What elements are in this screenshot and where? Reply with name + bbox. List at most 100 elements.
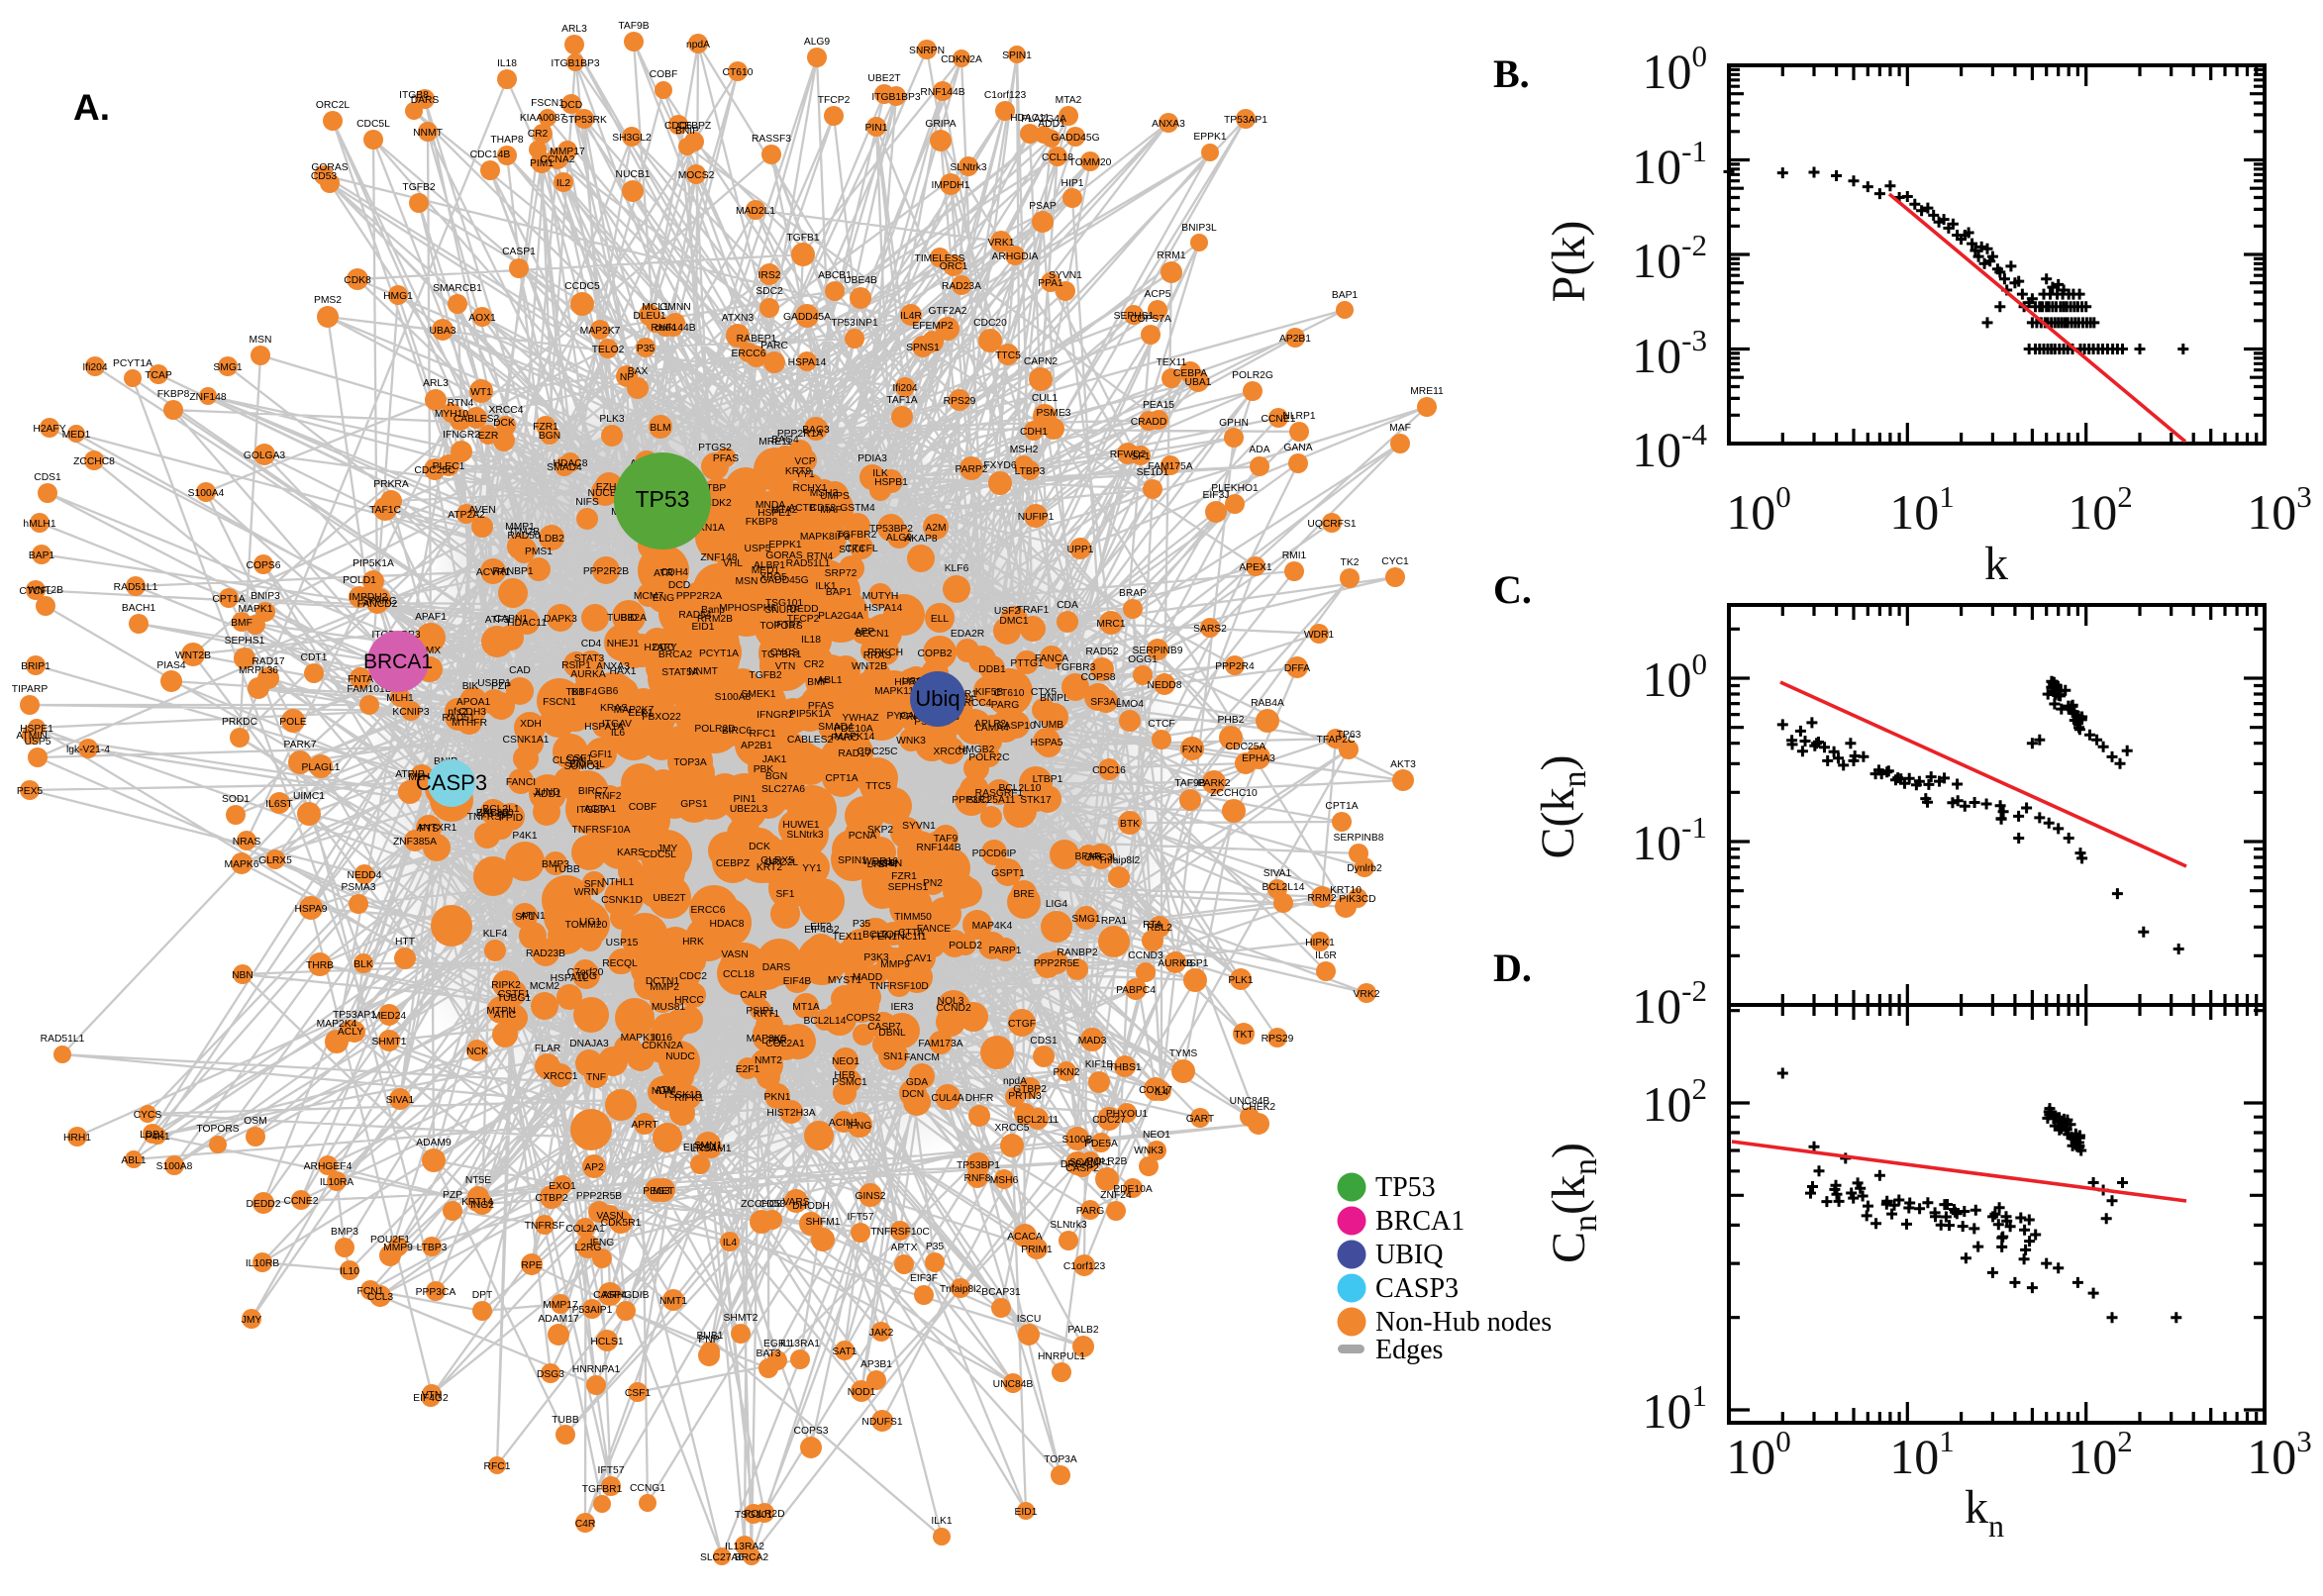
svg-text:GDA: GDA [906, 1077, 928, 1088]
svg-text:ISCU: ISCU [1017, 1314, 1042, 1325]
svg-text:PSMC1: PSMC1 [832, 1077, 867, 1088]
svg-text:BAG4: BAG4 [771, 435, 799, 446]
svg-text:GART: GART [1186, 1114, 1215, 1125]
svg-text:BMP3: BMP3 [331, 1227, 358, 1238]
svg-text:L2RG: L2RG [575, 1243, 602, 1253]
svg-text:BRAP: BRAP [1119, 588, 1147, 599]
svg-text:BLM: BLM [650, 423, 670, 434]
svg-text:UPP1: UPP1 [1067, 545, 1094, 555]
svg-text:CEBPA: CEBPA [1173, 368, 1207, 379]
svg-text:TOP3A: TOP3A [1044, 1454, 1077, 1465]
svg-text:RIPK1: RIPK1 [674, 1093, 704, 1104]
svg-text:WNK3: WNK3 [896, 736, 926, 747]
svg-text:MAD2L1: MAD2L1 [736, 206, 775, 217]
svg-text:SMAD4: SMAD4 [547, 462, 582, 473]
svg-text:NEO1: NEO1 [1143, 1130, 1170, 1141]
svg-text:SF1: SF1 [1132, 451, 1151, 462]
svg-text:USF2: USF2 [994, 606, 1021, 617]
svg-text:GORAS: GORAS [765, 550, 802, 561]
svg-text:PNP: PNP [698, 1335, 719, 1346]
svg-text:MAF: MAF [1389, 423, 1411, 434]
svg-text:GSPT1: GSPT1 [991, 868, 1025, 879]
svg-text:C7orf20: C7orf20 [567, 967, 604, 978]
svg-text:BRCA1: BRCA1 [1375, 1206, 1464, 1237]
svg-text:OGG1: OGG1 [1128, 654, 1158, 665]
svg-text:UBE2L3: UBE2L3 [730, 804, 768, 815]
svg-text:HSPA14: HSPA14 [788, 357, 827, 368]
svg-text:SHMT1: SHMT1 [372, 1037, 407, 1047]
svg-text:A2M: A2M [925, 523, 946, 534]
svg-text:TEX11: TEX11 [833, 932, 863, 943]
svg-text:DARS: DARS [762, 962, 791, 973]
svg-text:RTN4: RTN4 [807, 551, 834, 562]
svg-text:KRT10: KRT10 [1330, 885, 1362, 896]
svg-text:MNDA: MNDA [756, 500, 785, 511]
svg-text:KRT2: KRT2 [757, 862, 782, 873]
svg-text:WDR1: WDR1 [1304, 630, 1335, 641]
svg-text:MCM7: MCM7 [634, 591, 664, 602]
svg-text:IL6R: IL6R [1315, 950, 1337, 961]
svg-text:TOPORS: TOPORS [196, 1124, 239, 1135]
svg-text:BRCA2: BRCA2 [658, 649, 693, 660]
svg-text:TP53: TP53 [1375, 1172, 1436, 1203]
svg-text:RAD17: RAD17 [252, 656, 284, 667]
svg-text:ORC2L: ORC2L [764, 857, 799, 868]
svg-text:JAK2: JAK2 [869, 1328, 894, 1339]
svg-text:COPS2: COPS2 [847, 1013, 881, 1024]
svg-text:FAM175A: FAM175A [1148, 461, 1192, 472]
svg-text:IFT57: IFT57 [774, 620, 801, 631]
svg-text:JUND: JUND [533, 787, 559, 798]
svg-text:BMF: BMF [807, 677, 829, 688]
svg-text:TP53AP1: TP53AP1 [333, 1010, 376, 1021]
svg-text:WNT2B: WNT2B [852, 661, 887, 672]
svg-text:P4K1: P4K1 [145, 1132, 169, 1143]
svg-text:ced4: ced4 [655, 323, 677, 334]
svg-text:IL13RA1: IL13RA1 [780, 1339, 820, 1349]
svg-text:NP: NP [620, 372, 634, 383]
svg-text:SUMO1: SUMO1 [564, 761, 601, 772]
svg-text:RPS29: RPS29 [944, 396, 976, 407]
svg-text:POLD1: POLD1 [343, 575, 376, 586]
svg-text:HPRT1: HPRT1 [894, 677, 928, 688]
svg-text:IL16: IL16 [653, 1033, 672, 1044]
svg-text:CPT1A: CPT1A [1325, 801, 1358, 812]
svg-text:ABL1: ABL1 [121, 1155, 146, 1166]
svg-text:HEB: HEB [834, 1070, 855, 1081]
svg-text:HAX1: HAX1 [610, 666, 637, 677]
svg-text:PDE5A: PDE5A [1084, 1139, 1118, 1149]
svg-text:CCL3: CCL3 [367, 1292, 394, 1303]
svg-text:IFNGR2: IFNGR2 [757, 710, 794, 721]
svg-text:TEX11: TEX11 [1157, 357, 1187, 368]
svg-text:MAP4K4: MAP4K4 [972, 921, 1013, 932]
svg-text:ACIN1: ACIN1 [829, 1118, 859, 1129]
svg-text:WNK3: WNK3 [1134, 1146, 1163, 1156]
svg-text:CTCF: CTCF [1148, 719, 1174, 730]
svg-text:RRM1: RRM1 [1157, 250, 1185, 261]
svg-text:ADAM17: ADAM17 [538, 1314, 578, 1325]
svg-text:ILK1: ILK1 [815, 581, 836, 592]
svg-text:NNMT: NNMT [413, 128, 443, 139]
svg-text:PARC: PARC [831, 733, 858, 744]
svg-text:KRT1: KRT1 [754, 1009, 779, 1020]
svg-text:IL2: IL2 [556, 178, 571, 189]
svg-text:STK4: STK4 [839, 545, 864, 555]
svg-text:VRK1: VRK1 [988, 238, 1015, 249]
svg-text:MAD3: MAD3 [1078, 1036, 1107, 1047]
svg-text:PN2: PN2 [923, 878, 943, 889]
svg-text:PZP: PZP [491, 681, 511, 692]
svg-text:BCL2L14: BCL2L14 [804, 1016, 847, 1027]
svg-text:NOD1: NOD1 [848, 1387, 876, 1398]
svg-text:GPS1: GPS1 [680, 799, 708, 810]
svg-text:EZH2: EZH2 [596, 482, 623, 493]
svg-text:PLA2G4A: PLA2G4A [818, 611, 863, 622]
svg-text:UBE4B: UBE4B [844, 275, 877, 286]
svg-text:PLK1: PLK1 [1228, 975, 1253, 986]
svg-text:TFCP2: TFCP2 [818, 95, 851, 106]
svg-text:MAPK8IP3: MAPK8IP3 [800, 532, 851, 543]
svg-text:CPT1A: CPT1A [212, 594, 245, 605]
svg-text:DAPK3: DAPK3 [544, 614, 577, 625]
svg-text:CDC16: CDC16 [1092, 765, 1126, 776]
svg-text:MOCS2: MOCS2 [678, 170, 715, 181]
svg-text:CDC5L: CDC5L [643, 849, 676, 860]
svg-text:PFAS: PFAS [713, 453, 739, 464]
